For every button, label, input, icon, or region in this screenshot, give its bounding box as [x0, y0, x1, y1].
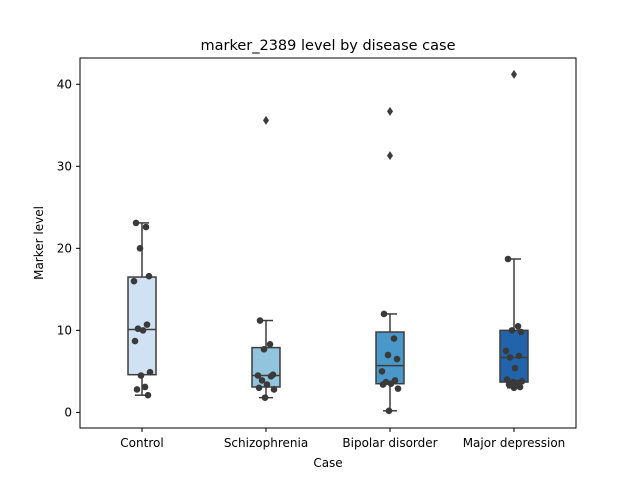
- y-tick-label: 0: [64, 405, 72, 419]
- x-tick-label: Bipolar disorder: [342, 436, 437, 450]
- data-point: [518, 377, 526, 385]
- data-point: [142, 223, 150, 231]
- data-point: [136, 245, 144, 252]
- data-point: [505, 381, 513, 388]
- box-group: [127, 222, 157, 396]
- data-point: [516, 383, 524, 391]
- chart-title: marker_2389 level by disease case: [201, 38, 456, 54]
- data-point: [393, 355, 401, 363]
- data-point: [258, 377, 266, 384]
- data-point: [130, 277, 138, 285]
- x-tick-label: Major depression: [463, 436, 566, 450]
- data-point: [141, 383, 149, 391]
- data-point: [510, 384, 518, 392]
- data-point: [384, 351, 392, 359]
- outlier-point: [263, 115, 269, 125]
- data-point: [270, 386, 278, 393]
- box-iqr: [499, 329, 529, 383]
- box-iqr: [251, 346, 281, 388]
- y-tick-label: 20: [57, 241, 72, 255]
- y-axis: 0 10 20 30 40: [57, 77, 80, 419]
- outlier-point: [387, 151, 393, 161]
- data-point: [139, 327, 147, 334]
- data-point: [255, 384, 263, 392]
- data-point: [145, 272, 153, 280]
- data-point: [261, 394, 269, 401]
- data-point: [137, 372, 145, 379]
- data-point: [515, 352, 523, 360]
- data-point: [504, 255, 512, 263]
- data-point: [266, 341, 274, 348]
- x-axis-label: Case: [313, 456, 342, 470]
- data-point: [256, 317, 264, 324]
- data-point: [508, 327, 516, 334]
- data-point: [267, 373, 275, 380]
- x-axis: Control Schizophrenia Bipolar disorder Majo…: [120, 428, 565, 450]
- x-tick-label: Schizophrenia: [224, 436, 308, 450]
- box-iqr: [127, 276, 157, 376]
- data-point: [379, 381, 387, 388]
- data-point: [143, 321, 151, 328]
- data-point: [514, 322, 522, 330]
- y-axis-label: Marker level: [32, 206, 46, 280]
- data-point: [263, 381, 271, 388]
- data-point: [511, 364, 519, 372]
- data-point: [134, 325, 142, 333]
- data-point: [131, 337, 139, 345]
- data-point: [390, 335, 398, 342]
- data-point: [378, 368, 386, 375]
- plot-area: [127, 69, 529, 415]
- y-tick-label: 40: [57, 77, 72, 91]
- data-point: [146, 368, 154, 376]
- y-tick-label: 10: [57, 323, 72, 337]
- data-point: [394, 385, 402, 392]
- data-point: [144, 391, 152, 399]
- data-point: [380, 310, 388, 318]
- data-point: [502, 347, 510, 355]
- data-point: [133, 386, 141, 393]
- data-point: [385, 407, 393, 415]
- data-point: [260, 345, 268, 353]
- outlier-point: [511, 69, 517, 79]
- x-tick-label: Control: [120, 436, 163, 450]
- data-point: [254, 372, 262, 379]
- data-point: [132, 219, 140, 227]
- data-point: [517, 328, 525, 336]
- y-tick-label: 30: [57, 159, 72, 173]
- data-point: [506, 354, 514, 361]
- data-point: [387, 380, 395, 387]
- plot-frame: [79, 57, 577, 429]
- outlier-point: [387, 106, 393, 116]
